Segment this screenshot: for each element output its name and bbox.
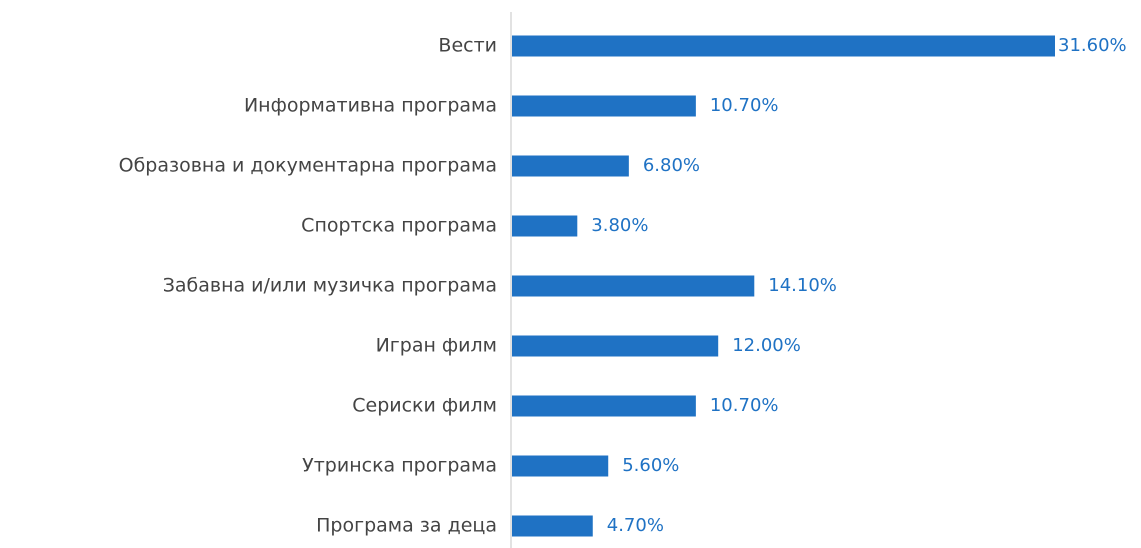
bar bbox=[512, 35, 1055, 57]
bar bbox=[512, 395, 696, 417]
bar bbox=[512, 155, 629, 177]
bar bbox=[512, 215, 578, 237]
value-label: 12.00% bbox=[732, 335, 801, 356]
category-label: Спортска програма bbox=[301, 215, 497, 237]
bar bbox=[512, 275, 755, 297]
category-label: Вести bbox=[438, 35, 497, 57]
value-label: 10.70% bbox=[710, 395, 779, 416]
category-label: Информативна програма bbox=[244, 95, 497, 117]
category-label: Програма за деца bbox=[316, 515, 497, 537]
value-label: 6.80% bbox=[643, 155, 700, 176]
bar bbox=[512, 335, 719, 357]
category-label: Образовна и документарна програма bbox=[119, 155, 497, 177]
category-label: Утринска програма bbox=[302, 455, 497, 477]
value-label: 3.80% bbox=[591, 215, 648, 236]
category-label: Забавна и/или музичка програма bbox=[163, 275, 497, 297]
bar bbox=[512, 95, 696, 117]
value-label: 4.70% bbox=[607, 515, 664, 536]
value-label: 10.70% bbox=[710, 95, 779, 116]
value-label: 31.60% bbox=[1058, 35, 1127, 56]
category-label: Игран филм bbox=[376, 335, 497, 357]
value-label: 14.10% bbox=[768, 275, 837, 296]
category-label: Сериски филм bbox=[352, 395, 497, 417]
bar bbox=[512, 515, 593, 537]
value-label: 5.60% bbox=[622, 455, 679, 476]
bar bbox=[512, 455, 609, 477]
